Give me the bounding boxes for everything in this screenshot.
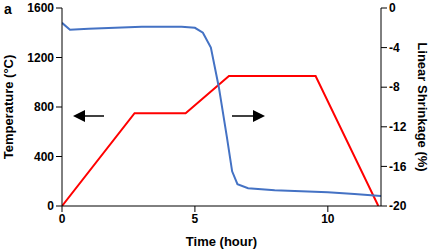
svg-text:0: 0 <box>47 199 54 213</box>
svg-text:5: 5 <box>192 212 199 226</box>
svg-text:Time (hour): Time (hour) <box>186 234 257 249</box>
svg-text:0: 0 <box>59 212 66 226</box>
svg-text:1600: 1600 <box>27 1 54 15</box>
svg-text:a: a <box>8 1 12 17</box>
svg-text:-12: -12 <box>389 120 407 134</box>
svg-text:1200: 1200 <box>27 51 54 65</box>
svg-text:0: 0 <box>389 1 396 15</box>
svg-text:-4: -4 <box>389 41 400 55</box>
svg-text:800: 800 <box>34 100 54 114</box>
svg-text:10: 10 <box>321 212 335 226</box>
svg-text:Temperature (°C): Temperature (°C) <box>8 55 16 160</box>
svg-text:400: 400 <box>34 150 54 164</box>
svg-text:-8: -8 <box>389 80 400 94</box>
svg-text:-20: -20 <box>389 199 407 213</box>
svg-text:-16: -16 <box>389 160 407 174</box>
svg-text:Linear Shrinkage (%): Linear Shrinkage (%) <box>415 42 421 171</box>
